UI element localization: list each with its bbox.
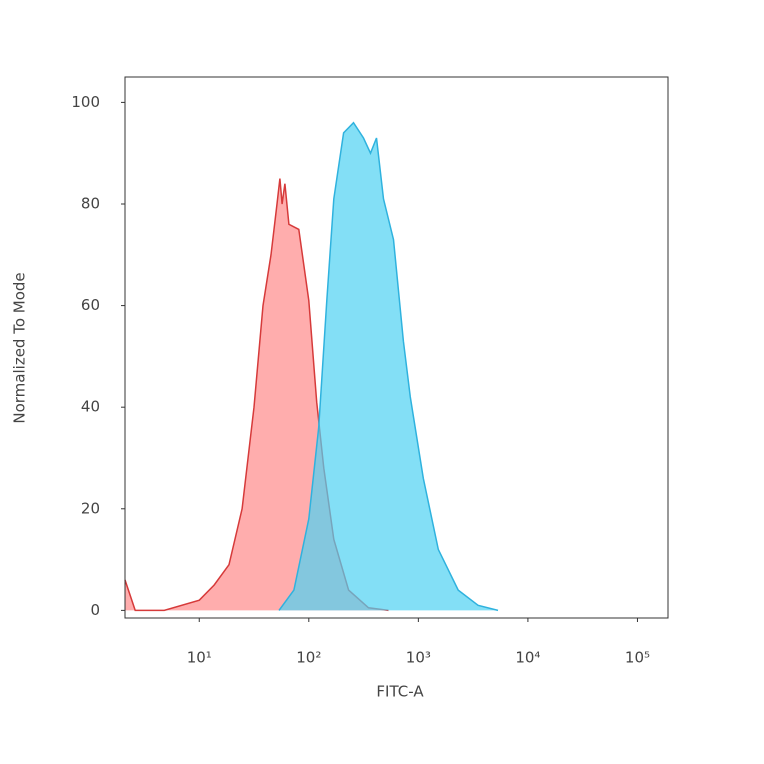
x-tick-label: 10¹ (187, 649, 212, 667)
y-tick-label: 80 (81, 194, 100, 212)
x-tick-label: 10³ (406, 649, 431, 667)
x-axis-label: FITC-A (376, 683, 424, 701)
y-tick-label: 60 (81, 296, 100, 314)
x-tick-label: 10⁴ (515, 649, 540, 667)
x-tick-label: 10⁵ (625, 649, 650, 667)
y-tick-label: 20 (81, 499, 100, 517)
x-tick-label: 10² (296, 649, 321, 667)
y-tick-label: 0 (90, 601, 100, 619)
y-tick-label: 100 (71, 93, 100, 111)
area-line (278, 121, 499, 612)
area-fill (278, 122, 498, 611)
plot-frame (124, 76, 669, 619)
y-axis-label: Normalized To Mode (11, 272, 29, 423)
y-tick-label: 40 (81, 398, 100, 416)
